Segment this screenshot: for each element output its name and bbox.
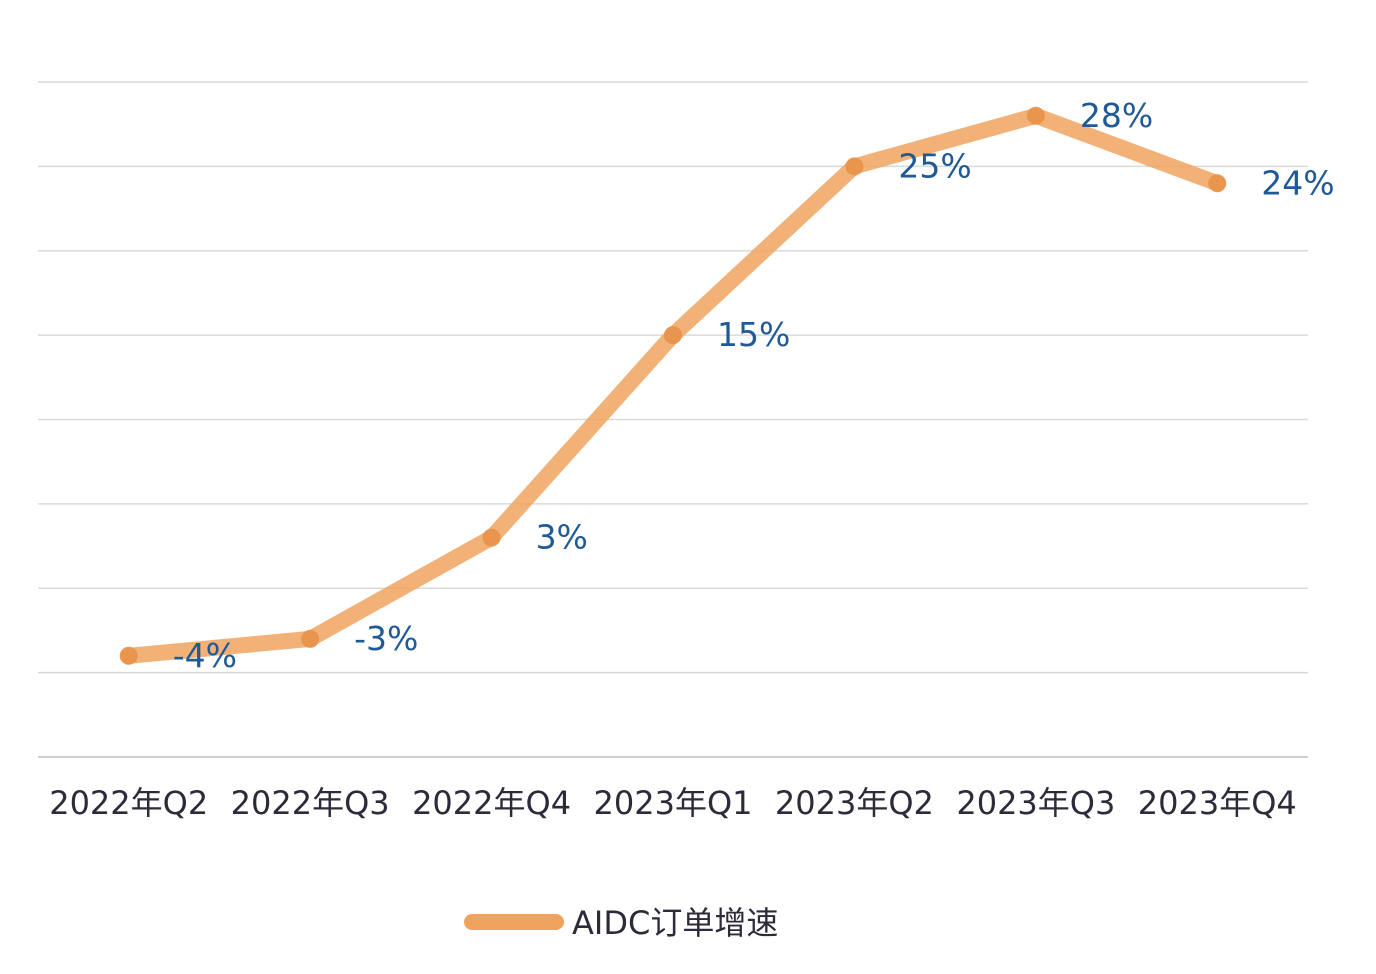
legend-label: AIDC订单增速	[572, 904, 778, 942]
data-point	[482, 528, 501, 547]
data-point	[1026, 106, 1045, 125]
data-label: -3%	[354, 619, 418, 658]
data-point	[119, 646, 138, 665]
data-label: -4%	[173, 636, 237, 675]
series-lines	[119, 106, 1227, 665]
data-label: 3%	[536, 518, 588, 557]
data-point	[301, 629, 320, 648]
data-point	[845, 157, 864, 176]
x-tick-label: 2023年Q4	[1138, 784, 1297, 822]
data-point	[664, 326, 682, 345]
data-label: 15%	[717, 315, 790, 354]
data-point	[1208, 174, 1227, 193]
x-tick-label: 2022年Q3	[231, 784, 390, 822]
x-tick-label: 2023年Q3	[956, 784, 1115, 822]
data-label: 25%	[898, 146, 971, 185]
data-label: 24%	[1261, 163, 1334, 202]
data-label: 28%	[1080, 96, 1153, 135]
x-tick-label: 2022年Q4	[412, 784, 571, 822]
series-line-aidc	[120, 107, 1226, 664]
x-axis-tick-labels: 2022年Q2 2022年Q3 2022年Q4 2023年Q1 2023年Q2 2023年…	[49, 784, 1297, 822]
data-labels: -4% -3% 3% 15% 25% 28% 24%	[173, 96, 1335, 675]
x-tick-label: 2023年Q1	[594, 784, 753, 822]
x-tick-label: 2023年Q2	[775, 784, 934, 822]
x-tick-label: 2022年Q2	[49, 784, 208, 822]
legend: AIDC订单增速	[464, 904, 778, 942]
